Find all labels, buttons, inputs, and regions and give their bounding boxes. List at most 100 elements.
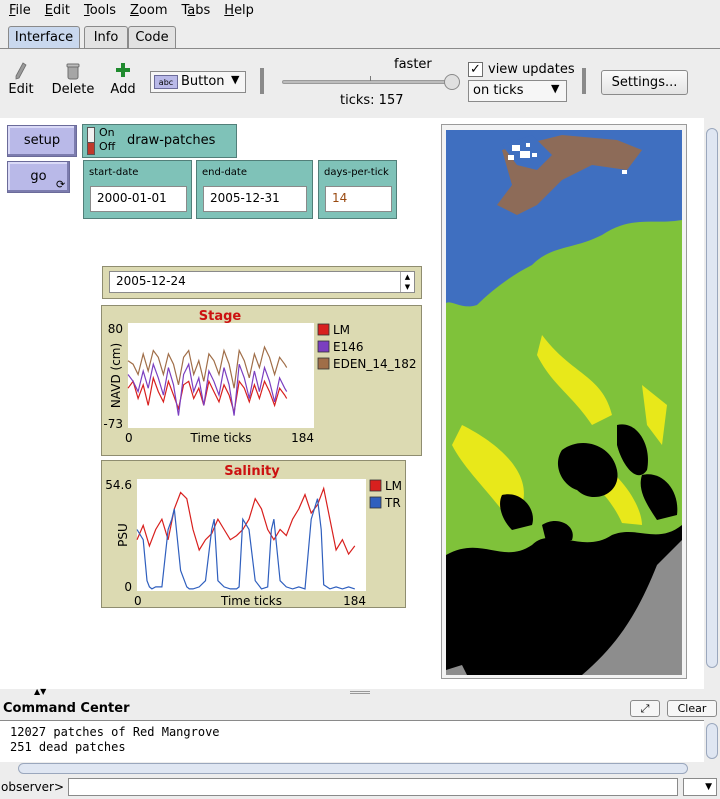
legend-swatch <box>369 496 382 509</box>
widget-type-value: Button <box>181 74 225 89</box>
trash-icon <box>50 62 96 82</box>
expand-icon: ⤢ <box>640 702 650 715</box>
view-updates-label: view updates <box>488 62 575 77</box>
widget-type-select[interactable]: abc Button ▼ <box>150 71 246 93</box>
history-dropdown[interactable]: ▼ <box>683 778 717 796</box>
interface-scrollbar[interactable] <box>704 118 720 689</box>
start-date-input-widget: start-date 2000-01-01 <box>83 160 192 219</box>
clear-button[interactable]: Clear <box>667 700 717 717</box>
legend-label: E146 <box>333 340 364 354</box>
spinner-icon: ▲ ▼ <box>400 272 414 292</box>
menu-edit[interactable]: Edit <box>44 3 70 18</box>
update-mode-value: on ticks <box>473 83 524 98</box>
series-line-tr <box>136 498 355 590</box>
scrollbar-thumb[interactable] <box>706 723 718 759</box>
divider-grip[interactable] <box>350 691 370 694</box>
edit-tool-label: Edit <box>8 82 34 97</box>
add-tool-button[interactable]: Add <box>106 62 140 97</box>
switch-on-label: On <box>99 126 115 139</box>
x-axis-label: Time ticks <box>220 594 282 607</box>
x-tick-label: 184 <box>291 431 314 445</box>
x-tick-label: 0 <box>134 594 142 607</box>
observer-prompt[interactable]: observer> <box>1 780 64 794</box>
scrollbar-thumb[interactable] <box>706 128 718 668</box>
output-scrollbar[interactable] <box>704 720 720 762</box>
add-tool-label: Add <box>110 82 136 97</box>
chart-title: Salinity <box>224 464 280 479</box>
slider-tick <box>370 76 371 81</box>
chart-title: Stage <box>199 309 242 324</box>
delete-tool-button[interactable]: Delete <box>50 62 96 97</box>
menu-file[interactable]: File <box>9 3 31 18</box>
y-tick-label: -73 <box>103 417 123 431</box>
legend-label: LM <box>333 323 350 337</box>
menu-help[interactable]: Help <box>224 3 254 18</box>
speed-slider[interactable] <box>282 80 454 84</box>
pane-divider[interactable]: ▲▼ <box>0 687 720 698</box>
switch-knob <box>87 142 95 155</box>
y-tick-label: 80 <box>108 322 123 336</box>
output-line: 251 dead patches <box>10 740 126 754</box>
forever-icon: ⟳ <box>56 178 66 191</box>
settings-button[interactable]: Settings... <box>601 70 688 95</box>
update-mode-select[interactable]: on ticks ▼ <box>468 80 567 102</box>
menu-tabs[interactable]: Tabs <box>181 3 211 18</box>
days-per-tick-field[interactable]: 14 <box>325 186 392 212</box>
plot-area <box>137 479 366 591</box>
pencil-icon <box>4 62 38 82</box>
interface-pane: setup go ⟳ On Off draw-patches start-dat… <box>0 118 720 689</box>
plot-area <box>128 323 314 428</box>
y-axis-label: NAVD (cm) <box>109 343 123 408</box>
output-hscrollbar[interactable] <box>0 762 704 776</box>
command-input[interactable] <box>68 778 678 796</box>
start-date-label: start-date <box>89 167 139 178</box>
tab-info[interactable]: Info <box>84 26 128 49</box>
chevron-down-icon: ▼ <box>705 782 712 792</box>
days-per-tick-label: days-per-tick <box>324 167 389 178</box>
tab-interface[interactable]: Interface <box>8 26 80 49</box>
collapse-arrows-icon[interactable]: ▲▼ <box>34 687 47 696</box>
series-line-eden_14_182 <box>127 345 288 389</box>
world-view-map[interactable] <box>442 125 686 678</box>
current-date-monitor: 2005-12-24 ▲ ▼ <box>102 266 422 299</box>
view-updates-checkbox[interactable]: ✓ <box>468 62 483 77</box>
water-region <box>446 130 682 307</box>
go-button[interactable]: go ⟳ <box>7 161 70 193</box>
end-date-field[interactable]: 2005-12-31 <box>203 186 307 212</box>
world-view-frame[interactable] <box>441 124 687 679</box>
ticks-counter: ticks: 157 <box>340 93 404 108</box>
chevron-down-icon: ▼ <box>551 82 560 95</box>
end-date-label: end-date <box>202 167 247 178</box>
command-center-title: Command Center <box>3 701 130 716</box>
legend-swatch <box>317 357 330 370</box>
tab-code[interactable]: Code <box>128 26 176 49</box>
current-date-field: 2005-12-24 <box>109 271 415 293</box>
white-patches <box>508 143 627 174</box>
legend-label: EDEN_14_182 <box>333 357 417 371</box>
expand-button[interactable]: ⤢ <box>630 700 660 717</box>
legend-swatch <box>317 340 330 353</box>
legend-swatch <box>317 323 330 336</box>
speed-slider-handle[interactable] <box>444 74 460 90</box>
y-axis-label: PSU <box>116 523 130 547</box>
menu-bar: File Edit Tools Zoom Tabs Help <box>0 0 720 22</box>
setup-button[interactable]: setup <box>7 125 77 157</box>
series-line-e146 <box>127 362 288 416</box>
series-line-lm <box>127 375 288 413</box>
legend-label: LM <box>385 479 402 493</box>
x-axis-label: Time ticks <box>189 431 251 445</box>
switch-label: draw-patches <box>127 133 216 148</box>
land-region <box>582 540 682 675</box>
command-center-header: Command Center ⤢ Clear <box>0 698 720 720</box>
plus-icon <box>106 62 140 82</box>
start-date-field[interactable]: 2000-01-01 <box>90 186 187 212</box>
salinity-plot-canvas: Salinity 54.6 00 184 Time ticks PSU LM TR <box>105 464 402 608</box>
draw-patches-switch[interactable]: On Off draw-patches <box>82 124 237 158</box>
x-tick-label: 184 <box>343 594 366 607</box>
menu-zoom[interactable]: Zoom <box>130 3 168 18</box>
menu-tools[interactable]: Tools <box>83 3 116 18</box>
switch-off-label: Off <box>99 140 116 153</box>
hscrollbar-thumb[interactable] <box>18 763 688 774</box>
stage-plot-canvas: Stage 80 -730 184 Time ticks NAVD (cm) LM E146 E… <box>103 309 417 445</box>
edit-tool-button[interactable]: Edit <box>4 62 38 97</box>
